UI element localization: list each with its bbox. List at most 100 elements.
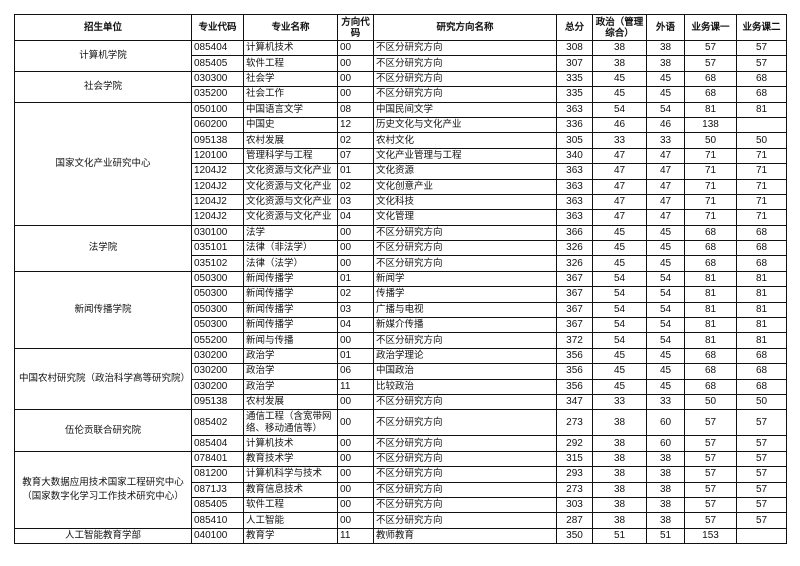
direction-code: 01 xyxy=(337,347,374,365)
direction-code: 07 xyxy=(337,147,374,165)
table-row: 050300 新闻传播学 02 传播学 367 54 54 81 81 xyxy=(15,286,787,303)
total-score: 367 xyxy=(556,317,593,334)
direction-name: 广播与电视 xyxy=(373,301,557,319)
foreign-language-score: 38 xyxy=(646,450,685,468)
table-row: 0871J3 教育信息技术 00 不区分研究方向 273 38 38 57 57 xyxy=(15,481,787,498)
direction-name: 教师教育 xyxy=(373,527,557,545)
course-1-score: 71 xyxy=(684,178,737,195)
total-score: 347 xyxy=(556,393,593,411)
table-row: 新闻传播学院 050300 新闻传播学 01 新闻学 367 54 54 81 81 xyxy=(14,270,787,349)
course-1-score: 68 xyxy=(684,363,737,380)
header-direction-code: 方向代码 xyxy=(337,14,374,41)
course-2-score: 57 xyxy=(736,409,787,437)
table-row: 伍伦贡联合研究院 085402 通信工程（含宽带网络、移动通信等） 00 不区分研究方向… xyxy=(14,409,787,452)
major-code: 050300 xyxy=(191,301,244,319)
direction-name: 不区分研究方向 xyxy=(373,481,557,498)
major-code: 095138 xyxy=(191,393,244,411)
direction-code: 03 xyxy=(337,193,374,211)
major-code: 085405 xyxy=(191,55,244,72)
foreign-language-score: 47 xyxy=(646,178,685,195)
politics-score: 38 xyxy=(592,450,647,468)
course-2-score: 71 xyxy=(736,209,787,226)
direction-code: 03 xyxy=(337,301,374,319)
major-code: 0871J3 xyxy=(191,481,244,498)
header-row: 招生单位 专业代码 专业名称 方向代码 研究方向名称 总分 政治（管理综合） 外语 业务课一 业务… xyxy=(14,14,787,41)
major-code: 030300 xyxy=(191,70,244,88)
direction-name: 不区分研究方向 xyxy=(373,450,557,468)
course-1-score: 57 xyxy=(684,496,737,514)
direction-name: 新媒介传播 xyxy=(373,317,557,334)
politics-score: 54 xyxy=(592,317,647,334)
direction-code: 00 xyxy=(337,450,374,468)
total-score: 367 xyxy=(556,270,593,288)
direction-name: 不区分研究方向 xyxy=(373,332,557,349)
total-score: 363 xyxy=(556,193,593,211)
major-name: 政治学 xyxy=(243,347,338,365)
major-code: 1204J2 xyxy=(191,163,244,180)
politics-score: 38 xyxy=(592,435,647,452)
foreign-language-score: 45 xyxy=(646,224,685,242)
politics-score: 45 xyxy=(592,224,647,242)
course-1-score: 68 xyxy=(684,86,737,103)
major-code: 035101 xyxy=(191,240,244,257)
direction-code: 00 xyxy=(337,496,374,514)
major-name: 法律（非法学） xyxy=(243,240,338,257)
politics-score: 38 xyxy=(592,39,647,57)
major-code: 030200 xyxy=(191,347,244,365)
foreign-language-score: 54 xyxy=(646,101,685,118)
major-code: 030100 xyxy=(191,224,244,242)
table-row: 085405 软件工程 00 不区分研究方向 303 38 38 57 57 xyxy=(15,496,787,514)
table-row: 085405 软件工程 00 不区分研究方向 307 38 38 57 57 xyxy=(15,55,787,72)
foreign-language-score: 54 xyxy=(646,317,685,334)
major-code: 030200 xyxy=(191,363,244,380)
table-row: 050300 新闻传播学 04 新媒介传播 367 54 54 81 81 xyxy=(15,317,787,334)
foreign-language-score: 47 xyxy=(646,147,685,165)
total-score: 293 xyxy=(556,466,593,483)
politics-score: 47 xyxy=(592,209,647,226)
politics-score: 33 xyxy=(592,393,647,411)
major-code: 120100 xyxy=(191,147,244,165)
header-politics: 政治（管理综合） xyxy=(592,14,647,41)
table-row: 社会学院 030300 社会学 00 不区分研究方向 335 45 45 68 68 xyxy=(14,70,787,103)
foreign-language-score: 33 xyxy=(646,393,685,411)
table-body: 计算机学院 085404 计算机技术 00 不区分研究方向 308 38 38 57 57 0854… xyxy=(14,39,787,545)
direction-name: 文化创意产业 xyxy=(373,178,557,195)
course-2-score: 57 xyxy=(736,481,787,498)
total-score: 315 xyxy=(556,450,593,468)
course-1-score: 57 xyxy=(684,435,737,452)
total-score: 340 xyxy=(556,147,593,165)
politics-score: 54 xyxy=(592,270,647,288)
course-1-score: 81 xyxy=(684,286,737,303)
direction-code: 00 xyxy=(337,224,374,242)
politics-score: 54 xyxy=(592,301,647,319)
table-row: 050300 新闻传播学 03 广播与电视 367 54 54 81 81 xyxy=(15,301,787,319)
politics-score: 54 xyxy=(592,286,647,303)
total-score: 335 xyxy=(556,70,593,88)
header-major-code: 专业代码 xyxy=(191,14,244,41)
major-code: 030200 xyxy=(191,378,244,395)
politics-score: 45 xyxy=(592,70,647,88)
table-row: 030200 政治学 11 比较政治 356 45 45 68 68 xyxy=(15,378,787,395)
foreign-language-score: 54 xyxy=(646,286,685,303)
course-1-score: 71 xyxy=(684,163,737,180)
header-direction-name: 研究方向名称 xyxy=(373,14,557,41)
direction-name: 文化管理 xyxy=(373,209,557,226)
major-code: 081200 xyxy=(191,466,244,483)
table-row: 085404 计算机技术 00 不区分研究方向 292 38 60 57 57 xyxy=(15,435,787,452)
total-score: 292 xyxy=(556,435,593,452)
direction-name: 不区分研究方向 xyxy=(373,255,557,272)
direction-name: 不区分研究方向 xyxy=(373,39,557,57)
course-1-score: 81 xyxy=(684,317,737,334)
table-row: 035200 社会工作 00 不区分研究方向 335 45 45 68 68 xyxy=(15,86,787,103)
course-2-score: 71 xyxy=(736,163,787,180)
major-name: 计算机技术 xyxy=(243,435,338,452)
total-score: 273 xyxy=(556,409,593,437)
unit-cell: 法学院 xyxy=(14,224,192,272)
header-unit: 招生单位 xyxy=(14,14,192,41)
course-1-score: 57 xyxy=(684,466,737,483)
foreign-language-score: 47 xyxy=(646,209,685,226)
total-score: 356 xyxy=(556,378,593,395)
major-code: 085404 xyxy=(191,435,244,452)
major-name: 教育学 xyxy=(243,527,338,545)
header-course-1: 业务课一 xyxy=(684,14,737,41)
